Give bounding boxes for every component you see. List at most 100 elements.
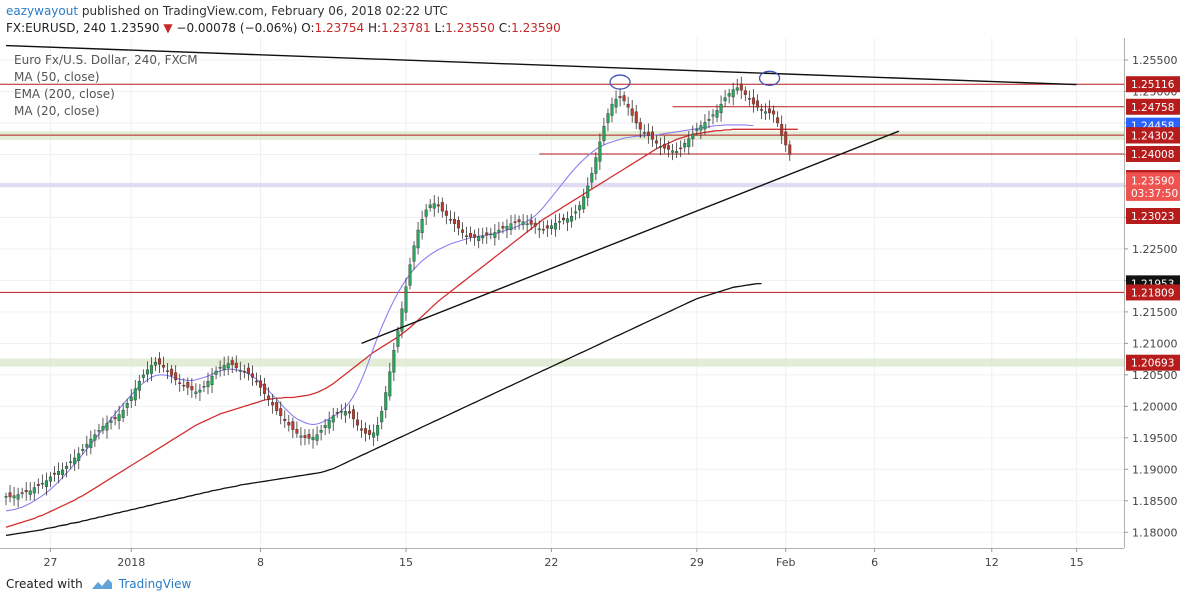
zone-band bbox=[0, 182, 1124, 188]
chart-title: Euro Fx/U.S. Dollar, 240, FXCM bbox=[14, 53, 198, 67]
x-tick-label: 8 bbox=[257, 556, 264, 569]
candle-body bbox=[529, 220, 533, 225]
price-change: −0.00078 (−0.06%) bbox=[176, 21, 298, 35]
candle-body bbox=[622, 95, 626, 102]
candle-body bbox=[764, 111, 768, 114]
candle-body bbox=[259, 380, 263, 388]
candle-body bbox=[549, 225, 553, 229]
candle-body bbox=[170, 368, 174, 376]
candle-body bbox=[784, 131, 788, 146]
candle-body bbox=[695, 129, 699, 131]
candle-body bbox=[117, 414, 121, 421]
candle-body bbox=[650, 131, 654, 140]
candle-body bbox=[303, 435, 307, 439]
candle-body bbox=[683, 142, 687, 148]
candle-body bbox=[311, 436, 315, 441]
candle-body bbox=[456, 219, 460, 229]
candle-body bbox=[400, 308, 404, 332]
last-price: 1.23590 bbox=[109, 21, 160, 35]
candle-body bbox=[780, 124, 784, 136]
candle-body bbox=[376, 425, 380, 436]
candle-body bbox=[606, 113, 610, 123]
candle-body bbox=[424, 209, 428, 217]
candle-body bbox=[93, 434, 97, 441]
candle-body bbox=[145, 369, 149, 375]
x-tick-label: 27 bbox=[43, 556, 57, 569]
candle-body bbox=[347, 411, 351, 414]
y-tick-label: 1.18500 bbox=[1132, 495, 1178, 508]
chart-legend: Euro Fx/U.S. Dollar, 240, FXCM MA (50, c… bbox=[14, 53, 198, 118]
candle-body bbox=[323, 425, 327, 428]
legend-ema200: EMA (200, close) bbox=[14, 87, 115, 101]
x-tick-label: 12 bbox=[985, 556, 999, 569]
candle-body bbox=[667, 145, 671, 150]
candle-body bbox=[48, 476, 52, 482]
candle-body bbox=[465, 235, 469, 237]
ma20-line bbox=[5, 124, 754, 512]
candle-body bbox=[663, 143, 667, 149]
candle-body bbox=[731, 89, 735, 98]
candle-body bbox=[299, 435, 303, 438]
candle-body bbox=[557, 221, 561, 223]
candle-body bbox=[687, 138, 691, 148]
x-tick-label: 2018 bbox=[117, 556, 145, 569]
candle-body bbox=[715, 110, 719, 118]
candle-body bbox=[210, 375, 214, 385]
candle-body bbox=[89, 438, 93, 448]
candle-body bbox=[384, 392, 388, 411]
candle-body bbox=[727, 93, 731, 97]
candle-body bbox=[61, 469, 65, 476]
candle-body bbox=[166, 370, 170, 372]
trendlines bbox=[5, 44, 1077, 345]
candle-body bbox=[440, 202, 444, 212]
y-tick-label: 1.19000 bbox=[1132, 463, 1178, 476]
candle-body bbox=[44, 480, 48, 487]
ema200-path bbox=[5, 282, 762, 537]
candle-body bbox=[553, 222, 557, 230]
price-badge bbox=[1126, 184, 1180, 201]
candle-body bbox=[109, 420, 113, 423]
price-badge bbox=[1126, 76, 1180, 93]
low-label: L: bbox=[434, 21, 446, 35]
candle-body bbox=[246, 367, 250, 374]
open-label: O: bbox=[301, 21, 315, 35]
candle-body bbox=[521, 221, 525, 225]
candle-body bbox=[158, 358, 162, 365]
candle-body bbox=[206, 380, 210, 388]
candle-body bbox=[327, 419, 331, 429]
candle-body bbox=[162, 365, 166, 368]
candle-body bbox=[679, 147, 683, 150]
candle-body bbox=[541, 228, 545, 231]
candle-body bbox=[12, 495, 16, 499]
price-badge bbox=[1126, 284, 1180, 301]
candle-body bbox=[711, 114, 715, 117]
candle-body bbox=[198, 389, 202, 393]
candle-body bbox=[250, 373, 254, 378]
x-tick-label: 15 bbox=[1070, 556, 1084, 569]
tradingview-link[interactable]: TradingView bbox=[118, 577, 192, 591]
top-ellipse-marker bbox=[609, 74, 631, 90]
candle-body bbox=[242, 371, 246, 373]
horizontal-levels bbox=[0, 83, 1124, 293]
price-chart[interactable]: 1.255001.250001.245001.240001.235001.230… bbox=[0, 38, 1182, 570]
price-badge-label: 1.20693 bbox=[1131, 358, 1174, 370]
author-link[interactable]: eazywayout bbox=[6, 4, 79, 18]
candle-body bbox=[432, 203, 436, 209]
y-tick-label: 1.20000 bbox=[1132, 400, 1178, 413]
candle-body bbox=[562, 217, 566, 221]
candle-body bbox=[4, 496, 8, 498]
candle-body bbox=[125, 402, 129, 408]
candle-body bbox=[254, 380, 258, 383]
candle-body bbox=[477, 236, 481, 241]
candle-body bbox=[339, 411, 343, 413]
candle-body bbox=[343, 411, 347, 416]
candle-body bbox=[77, 453, 81, 461]
x-tick-label: 22 bbox=[544, 556, 558, 569]
candle-body bbox=[97, 430, 101, 432]
candle-body bbox=[594, 157, 598, 174]
trendline bbox=[5, 44, 1077, 86]
candle-body bbox=[646, 131, 650, 136]
candle-body bbox=[271, 402, 275, 406]
close-value: 1.23590 bbox=[511, 21, 561, 35]
candle-body bbox=[707, 119, 711, 121]
